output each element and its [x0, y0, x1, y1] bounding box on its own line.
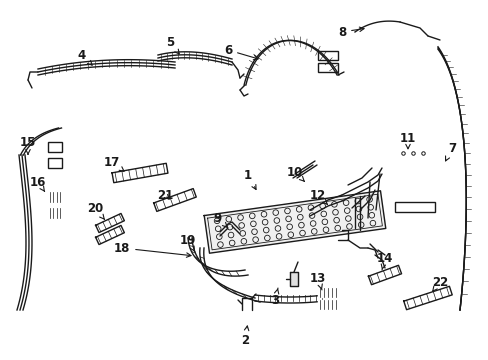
Text: 6: 6: [224, 44, 258, 60]
Text: 19: 19: [180, 234, 196, 252]
Polygon shape: [96, 225, 124, 244]
Text: 9: 9: [213, 212, 227, 227]
Text: 18: 18: [114, 242, 191, 257]
Polygon shape: [112, 163, 167, 183]
Text: 11: 11: [399, 131, 415, 149]
Text: 7: 7: [445, 141, 455, 161]
Text: 13: 13: [309, 271, 325, 290]
Polygon shape: [367, 265, 401, 285]
Text: 15: 15: [20, 135, 36, 154]
Text: 4: 4: [78, 49, 92, 65]
Text: 12: 12: [309, 189, 327, 204]
Text: 2: 2: [241, 326, 248, 346]
Text: 14: 14: [376, 252, 392, 270]
Text: 22: 22: [431, 275, 447, 291]
Text: 3: 3: [270, 288, 279, 306]
Text: 20: 20: [87, 202, 104, 220]
Text: 21: 21: [157, 189, 173, 202]
Text: 5: 5: [165, 36, 179, 54]
Text: 16: 16: [30, 176, 46, 192]
Polygon shape: [204, 191, 385, 253]
Text: 8: 8: [337, 26, 363, 39]
Polygon shape: [317, 300, 337, 309]
Text: 10: 10: [286, 166, 304, 181]
Polygon shape: [96, 213, 124, 233]
Polygon shape: [289, 272, 297, 286]
Text: 1: 1: [244, 168, 256, 189]
Text: 17: 17: [103, 156, 124, 171]
Polygon shape: [403, 286, 451, 310]
Polygon shape: [153, 189, 196, 211]
Polygon shape: [317, 288, 337, 297]
